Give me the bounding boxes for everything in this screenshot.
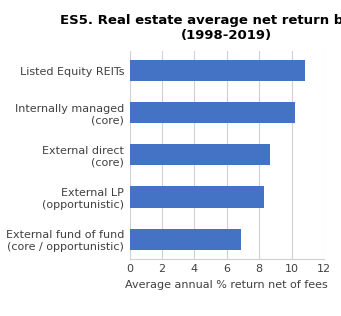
Bar <box>130 60 305 81</box>
Bar <box>130 102 295 123</box>
Bar <box>130 228 241 250</box>
Bar <box>130 144 270 165</box>
Title: ES5. Real estate average net return by style
(1998-2019): ES5. Real estate average net return by s… <box>60 15 341 42</box>
Bar <box>130 186 264 208</box>
X-axis label: Average annual % return net of fees: Average annual % return net of fees <box>125 280 328 289</box>
